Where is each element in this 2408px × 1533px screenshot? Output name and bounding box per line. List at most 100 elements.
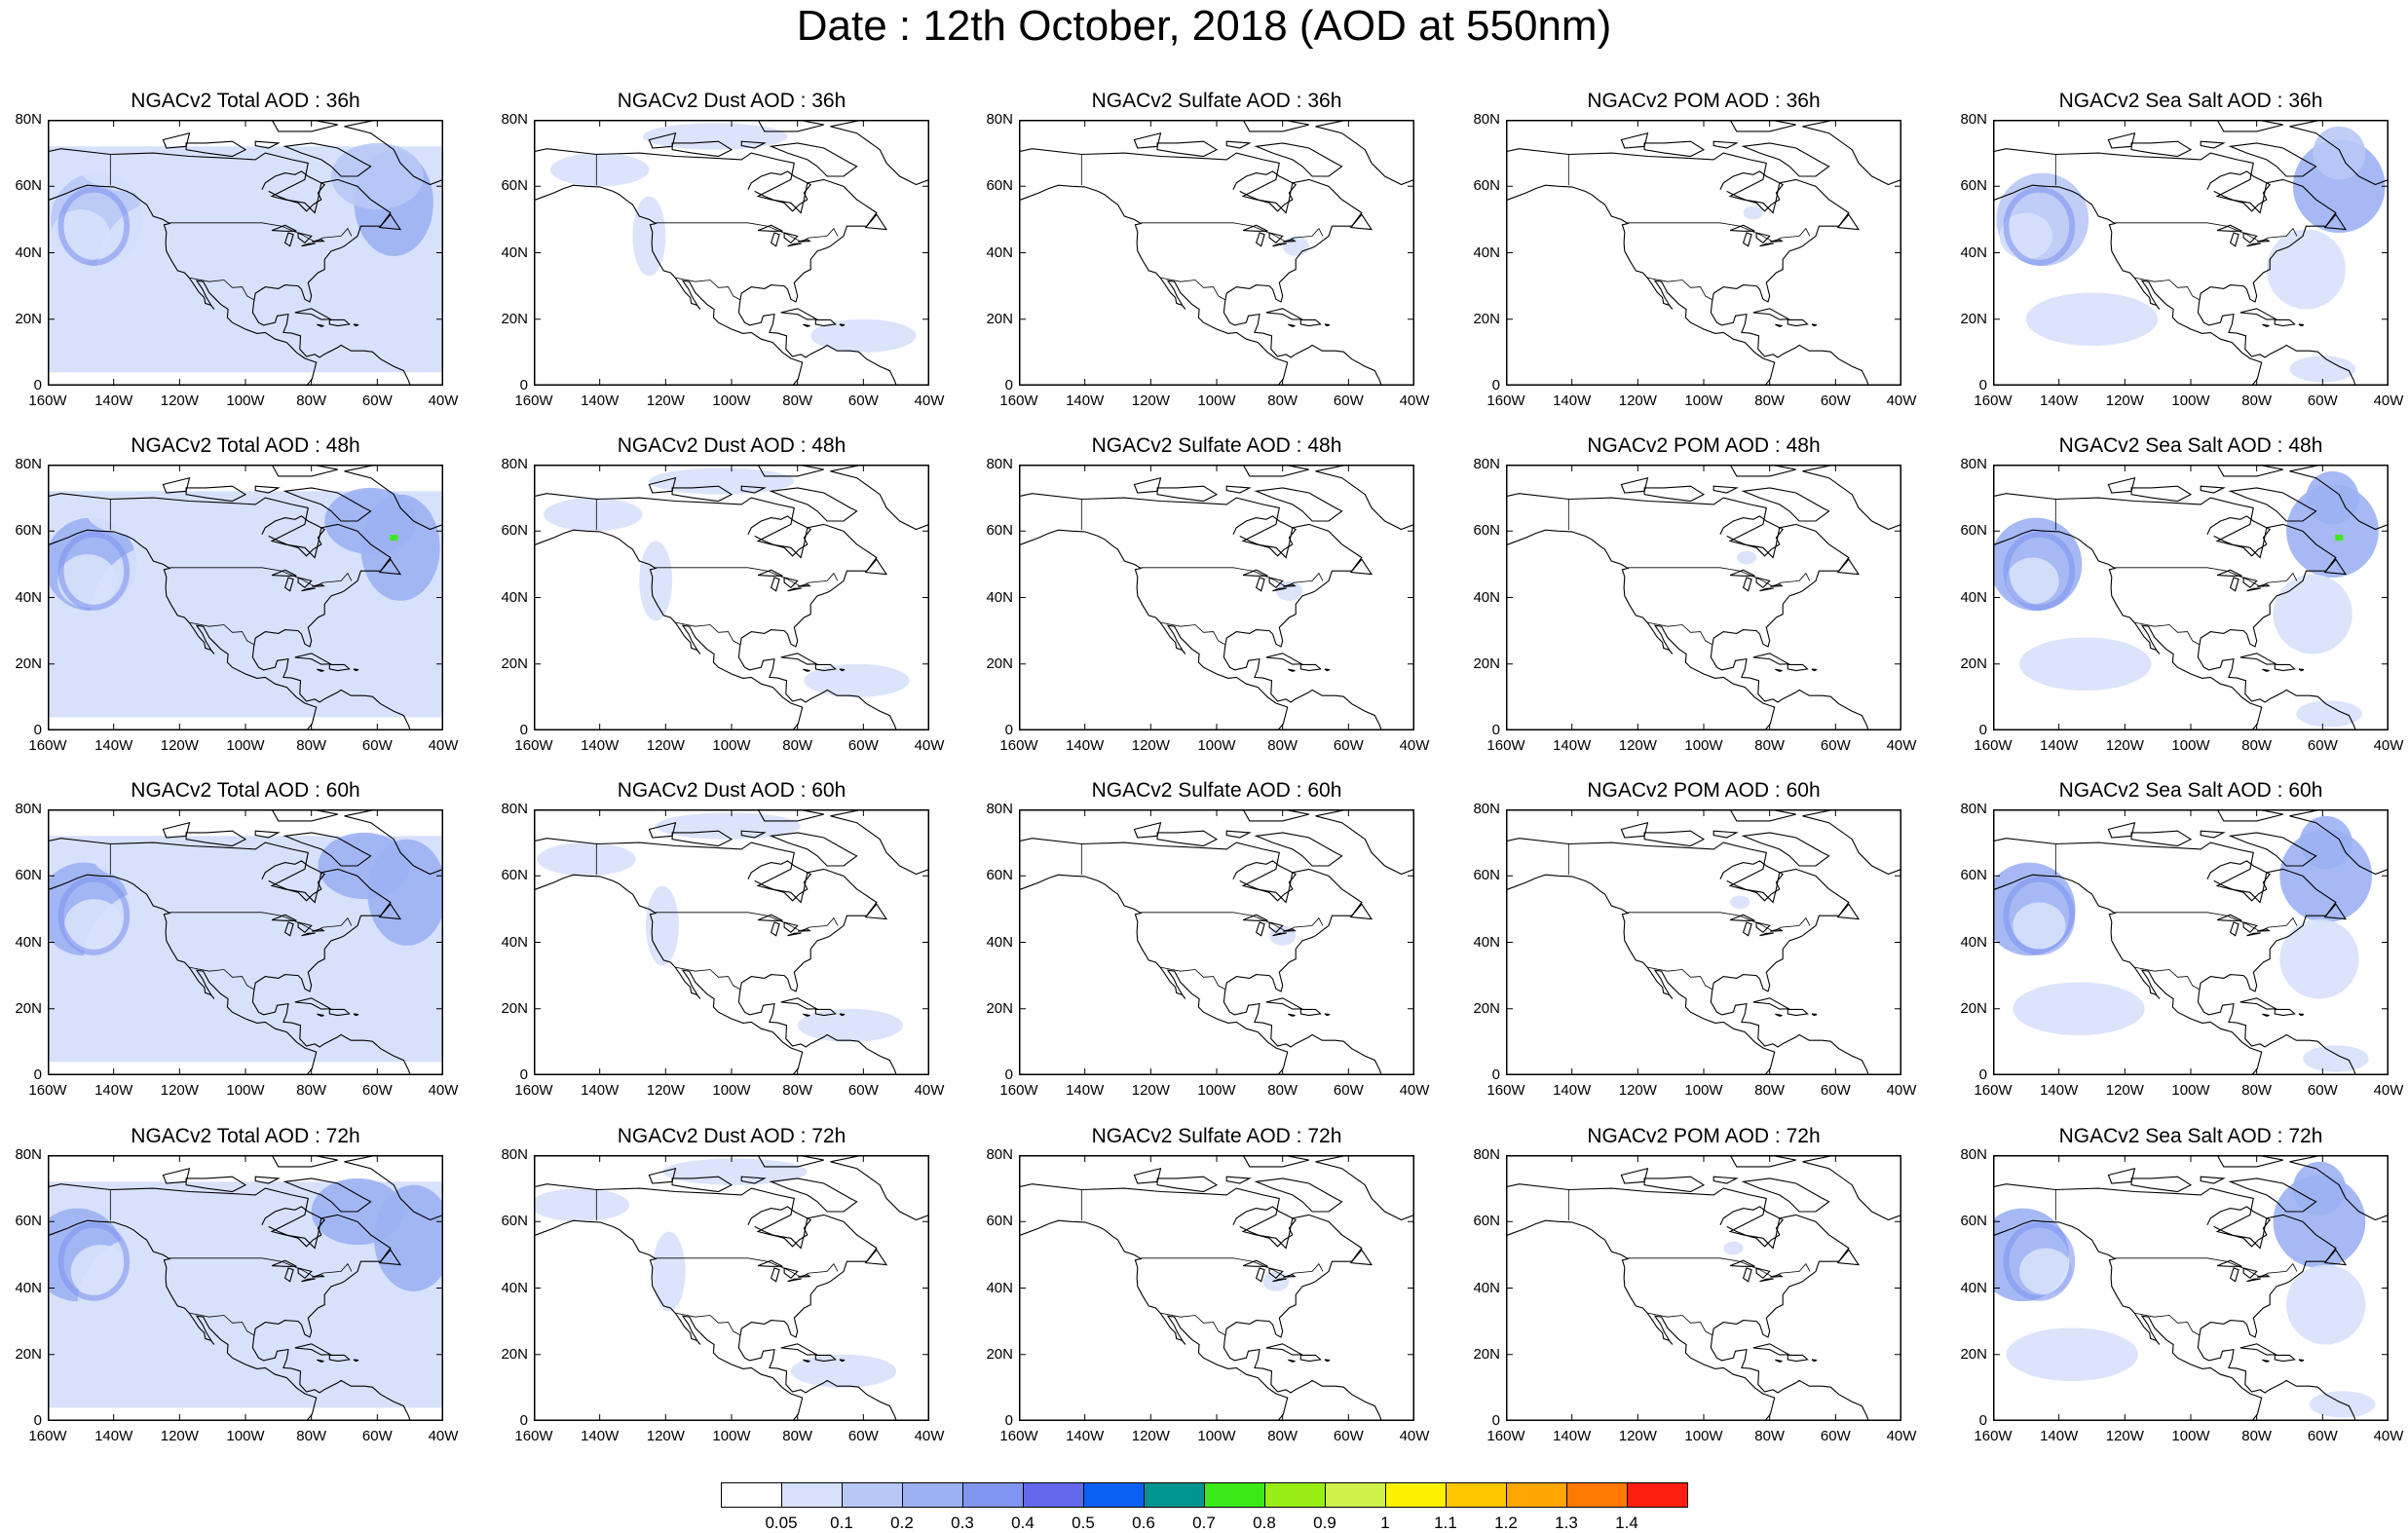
lon-tick-label: 100W xyxy=(226,393,265,409)
lat-tick-label: 0 xyxy=(1978,722,1987,738)
lon-tick-label: 40W xyxy=(1399,1082,1430,1099)
lat-tick-label: 80N xyxy=(15,1146,42,1163)
lon-tick-label: 80W xyxy=(782,737,813,754)
lon-tick-label: 40W xyxy=(428,737,459,754)
lon-tick-label: 40W xyxy=(428,1082,459,1099)
lon-tick-label: 100W xyxy=(226,1428,265,1444)
lat-tick-label: 20N xyxy=(15,654,42,672)
lon-tick-label: 40W xyxy=(2373,393,2404,409)
lon-tick-label: 80W xyxy=(1754,737,1786,754)
lat-tick-label: 80N xyxy=(501,456,528,472)
lon-tick-label: 140W xyxy=(1553,1428,1592,1444)
map-plot-total xyxy=(48,120,443,386)
lat-tick-label: 60N xyxy=(501,867,528,884)
lon-tick-label: 80W xyxy=(1267,1428,1298,1444)
lon-tick-label: 160W xyxy=(999,1082,1038,1099)
map-plot-total xyxy=(48,809,443,1075)
lon-tick-label: 140W xyxy=(1066,393,1105,409)
lat-tick-label: 60N xyxy=(1960,177,1987,195)
panel-title: NGACv2 Sulfate AOD : 48h xyxy=(1091,434,1342,457)
colorbar-swatch xyxy=(1385,1482,1447,1508)
colorbar-swatch xyxy=(1446,1482,1507,1508)
lon-tick-label: 60W xyxy=(361,1082,393,1099)
lon-tick-label: 40W xyxy=(1399,1428,1430,1444)
lat-tick-label: 20N xyxy=(1960,1345,1987,1363)
lon-tick-label: 120W xyxy=(1618,1428,1657,1444)
lon-tick-label: 100W xyxy=(712,1082,751,1099)
colorbar-label: 1.2 xyxy=(1494,1514,1518,1532)
lat-tick-label: 80N xyxy=(986,456,1013,472)
lat-tick-label: 20N xyxy=(986,999,1013,1017)
panel-title: NGACv2 Sea Salt AOD : 48h xyxy=(2058,434,2323,457)
lat-tick-label: 60N xyxy=(986,177,1013,195)
lon-tick-label: 80W xyxy=(1267,1082,1298,1099)
lat-tick-label: 60N xyxy=(1473,867,1500,884)
lat-tick-label: 40N xyxy=(15,1279,42,1296)
lon-tick-label: 80W xyxy=(782,1428,813,1444)
lon-tick-label: 160W xyxy=(28,1082,67,1099)
lon-tick-label: 80W xyxy=(296,1428,327,1444)
colorbar-label: 0.05 xyxy=(765,1514,798,1532)
lon-tick-label: 120W xyxy=(646,393,685,409)
lon-tick-label: 140W xyxy=(2040,393,2079,409)
lon-tick-label: 140W xyxy=(1066,737,1105,754)
lon-tick-label: 140W xyxy=(1553,737,1592,754)
lat-tick-label: 40N xyxy=(986,243,1013,261)
lon-tick-label: 60W xyxy=(1820,1428,1851,1444)
map-plot-seasalt xyxy=(1993,1155,2389,1421)
lon-tick-label: 40W xyxy=(914,393,945,409)
lat-tick-label: 0 xyxy=(519,377,528,393)
map-plot-sulfate xyxy=(1019,809,1414,1075)
panel-title: NGACv2 Total AOD : 60h xyxy=(131,779,360,802)
lat-tick-label: 80N xyxy=(986,1146,1013,1163)
lat-tick-label: 20N xyxy=(15,1345,42,1363)
lon-tick-label: 40W xyxy=(1399,737,1430,754)
lon-tick-label: 100W xyxy=(712,393,751,409)
lon-tick-label: 120W xyxy=(1131,393,1170,409)
colorbar-label: 0.9 xyxy=(1313,1514,1336,1532)
panel-title: NGACv2 Total AOD : 48h xyxy=(131,434,360,457)
panel-title: NGACv2 POM AOD : 36h xyxy=(1587,90,1821,112)
lon-tick-label: 40W xyxy=(914,1082,945,1099)
lon-tick-label: 120W xyxy=(2105,1082,2144,1099)
lat-tick-label: 40N xyxy=(1960,588,1987,606)
lon-tick-label: 160W xyxy=(1486,737,1525,754)
lat-tick-label: 0 xyxy=(1491,377,1500,393)
lon-tick-label: 160W xyxy=(514,737,553,754)
lon-tick-label: 100W xyxy=(712,1428,751,1444)
panel-title: NGACv2 Dust AOD : 72h xyxy=(617,1125,847,1147)
lon-tick-label: 160W xyxy=(1974,737,2013,754)
lat-tick-label: 60N xyxy=(501,1213,528,1230)
panel-title: NGACv2 Total AOD : 36h xyxy=(131,90,360,112)
panel-title: NGACv2 Dust AOD : 36h xyxy=(617,90,847,112)
lat-tick-label: 0 xyxy=(1491,722,1500,738)
colorbar-swatch xyxy=(1083,1482,1145,1508)
lon-tick-label: 120W xyxy=(160,737,199,754)
colorbar-label: 0.5 xyxy=(1072,1514,1095,1532)
panel-title: NGACv2 POM AOD : 72h xyxy=(1587,1125,1821,1147)
map-plot-total xyxy=(48,1155,443,1421)
lon-tick-label: 140W xyxy=(94,1428,133,1444)
lon-tick-label: 120W xyxy=(646,737,685,754)
lon-tick-label: 60W xyxy=(847,1082,879,1099)
map-plot-seasalt xyxy=(1993,465,2389,730)
lat-tick-label: 80N xyxy=(15,801,42,817)
lon-tick-label: 120W xyxy=(2105,737,2144,754)
lat-tick-label: 60N xyxy=(1473,177,1500,195)
lat-tick-label: 0 xyxy=(1004,377,1013,393)
lat-tick-label: 20N xyxy=(1473,1345,1500,1363)
lat-tick-label: 40N xyxy=(1473,588,1500,606)
lat-tick-label: 0 xyxy=(519,722,528,738)
lon-tick-label: 60W xyxy=(1820,393,1851,409)
lat-tick-label: 80N xyxy=(1473,456,1500,472)
lat-tick-label: 0 xyxy=(1978,1066,1987,1083)
lon-tick-label: 40W xyxy=(1886,393,1917,409)
map-plot-pom xyxy=(1506,465,1901,730)
lat-tick-label: 40N xyxy=(1473,1279,1500,1296)
lon-tick-label: 80W xyxy=(1754,393,1786,409)
lat-tick-label: 80N xyxy=(1960,801,1987,817)
page-title: Date : 12th October, 2018 (AOD at 550nm) xyxy=(796,2,1612,50)
panel-title: NGACv2 POM AOD : 60h xyxy=(1587,779,1821,802)
lon-tick-label: 80W xyxy=(782,393,813,409)
